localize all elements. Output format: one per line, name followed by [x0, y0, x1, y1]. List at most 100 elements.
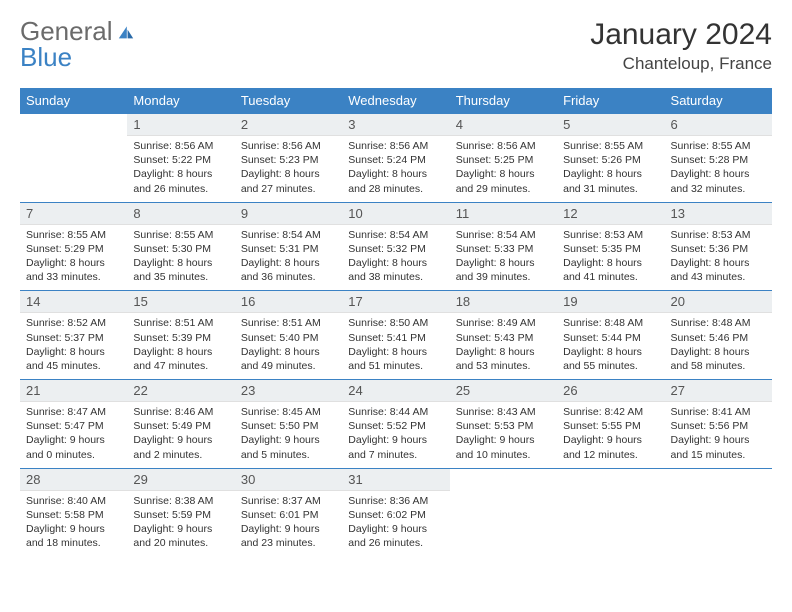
calendar-day-cell: 9Sunrise: 8:54 AMSunset: 5:31 PMDaylight… — [235, 202, 342, 291]
day-number: 22 — [127, 380, 234, 402]
day-number: 3 — [342, 114, 449, 136]
day-details: Sunrise: 8:37 AMSunset: 6:01 PMDaylight:… — [235, 491, 342, 557]
calendar-day-cell — [20, 114, 127, 203]
calendar-day-cell: 22Sunrise: 8:46 AMSunset: 5:49 PMDayligh… — [127, 380, 234, 469]
day-number: 15 — [127, 291, 234, 313]
day-details: Sunrise: 8:51 AMSunset: 5:40 PMDaylight:… — [235, 313, 342, 379]
title-block: January 2024 Chanteloup, France — [590, 18, 772, 74]
day-number: 5 — [557, 114, 664, 136]
day-number: 25 — [450, 380, 557, 402]
day-number: 31 — [342, 469, 449, 491]
weekday-header: Sunday — [20, 88, 127, 114]
day-number: 8 — [127, 203, 234, 225]
day-details: Sunrise: 8:54 AMSunset: 5:31 PMDaylight:… — [235, 225, 342, 291]
day-number: 14 — [20, 291, 127, 313]
day-details: Sunrise: 8:52 AMSunset: 5:37 PMDaylight:… — [20, 313, 127, 379]
calendar-day-cell: 7Sunrise: 8:55 AMSunset: 5:29 PMDaylight… — [20, 202, 127, 291]
day-details: Sunrise: 8:53 AMSunset: 5:35 PMDaylight:… — [557, 225, 664, 291]
day-details: Sunrise: 8:53 AMSunset: 5:36 PMDaylight:… — [665, 225, 772, 291]
calendar-day-cell: 13Sunrise: 8:53 AMSunset: 5:36 PMDayligh… — [665, 202, 772, 291]
day-details: Sunrise: 8:41 AMSunset: 5:56 PMDaylight:… — [665, 402, 772, 468]
logo-text-blue: Blue — [20, 42, 72, 72]
day-number: 24 — [342, 380, 449, 402]
day-number: 20 — [665, 291, 772, 313]
day-details: Sunrise: 8:45 AMSunset: 5:50 PMDaylight:… — [235, 402, 342, 468]
day-details: Sunrise: 8:55 AMSunset: 5:30 PMDaylight:… — [127, 225, 234, 291]
calendar-day-cell: 25Sunrise: 8:43 AMSunset: 5:53 PMDayligh… — [450, 380, 557, 469]
day-number: 6 — [665, 114, 772, 136]
calendar-day-cell: 1Sunrise: 8:56 AMSunset: 5:22 PMDaylight… — [127, 114, 234, 203]
day-number: 18 — [450, 291, 557, 313]
weekday-header: Wednesday — [342, 88, 449, 114]
calendar-day-cell: 28Sunrise: 8:40 AMSunset: 5:58 PMDayligh… — [20, 468, 127, 556]
day-details: Sunrise: 8:48 AMSunset: 5:44 PMDaylight:… — [557, 313, 664, 379]
weekday-header-row: SundayMondayTuesdayWednesdayThursdayFrid… — [20, 88, 772, 114]
calendar-day-cell: 5Sunrise: 8:55 AMSunset: 5:26 PMDaylight… — [557, 114, 664, 203]
calendar-day-cell: 10Sunrise: 8:54 AMSunset: 5:32 PMDayligh… — [342, 202, 449, 291]
day-details: Sunrise: 8:46 AMSunset: 5:49 PMDaylight:… — [127, 402, 234, 468]
day-details: Sunrise: 8:43 AMSunset: 5:53 PMDaylight:… — [450, 402, 557, 468]
day-details: Sunrise: 8:55 AMSunset: 5:29 PMDaylight:… — [20, 225, 127, 291]
weekday-header: Saturday — [665, 88, 772, 114]
day-details: Sunrise: 8:51 AMSunset: 5:39 PMDaylight:… — [127, 313, 234, 379]
calendar-day-cell: 30Sunrise: 8:37 AMSunset: 6:01 PMDayligh… — [235, 468, 342, 556]
day-number: 23 — [235, 380, 342, 402]
header: GeneralBlue January 2024 Chanteloup, Fra… — [20, 18, 772, 74]
day-details: Sunrise: 8:56 AMSunset: 5:22 PMDaylight:… — [127, 136, 234, 202]
day-details: Sunrise: 8:47 AMSunset: 5:47 PMDaylight:… — [20, 402, 127, 468]
day-details: Sunrise: 8:49 AMSunset: 5:43 PMDaylight:… — [450, 313, 557, 379]
weekday-header: Monday — [127, 88, 234, 114]
weekday-header: Friday — [557, 88, 664, 114]
location: Chanteloup, France — [590, 54, 772, 74]
logo-sail-icon — [116, 18, 136, 44]
calendar-day-cell — [557, 468, 664, 556]
day-details: Sunrise: 8:54 AMSunset: 5:32 PMDaylight:… — [342, 225, 449, 291]
day-number: 10 — [342, 203, 449, 225]
calendar-day-cell: 27Sunrise: 8:41 AMSunset: 5:56 PMDayligh… — [665, 380, 772, 469]
day-details: Sunrise: 8:42 AMSunset: 5:55 PMDaylight:… — [557, 402, 664, 468]
day-number: 13 — [665, 203, 772, 225]
month-title: January 2024 — [590, 18, 772, 52]
day-number: 17 — [342, 291, 449, 313]
day-number: 11 — [450, 203, 557, 225]
calendar-day-cell: 6Sunrise: 8:55 AMSunset: 5:28 PMDaylight… — [665, 114, 772, 203]
calendar-day-cell: 17Sunrise: 8:50 AMSunset: 5:41 PMDayligh… — [342, 291, 449, 380]
day-number: 7 — [20, 203, 127, 225]
day-number: 29 — [127, 469, 234, 491]
calendar-week-row: 28Sunrise: 8:40 AMSunset: 5:58 PMDayligh… — [20, 468, 772, 556]
calendar-day-cell — [665, 468, 772, 556]
calendar-day-cell: 4Sunrise: 8:56 AMSunset: 5:25 PMDaylight… — [450, 114, 557, 203]
day-number: 2 — [235, 114, 342, 136]
day-details: Sunrise: 8:56 AMSunset: 5:24 PMDaylight:… — [342, 136, 449, 202]
day-details: Sunrise: 8:38 AMSunset: 5:59 PMDaylight:… — [127, 491, 234, 557]
day-details: Sunrise: 8:56 AMSunset: 5:25 PMDaylight:… — [450, 136, 557, 202]
calendar-day-cell: 16Sunrise: 8:51 AMSunset: 5:40 PMDayligh… — [235, 291, 342, 380]
calendar-day-cell: 15Sunrise: 8:51 AMSunset: 5:39 PMDayligh… — [127, 291, 234, 380]
calendar-day-cell: 31Sunrise: 8:36 AMSunset: 6:02 PMDayligh… — [342, 468, 449, 556]
calendar-table: SundayMondayTuesdayWednesdayThursdayFrid… — [20, 88, 772, 556]
calendar-week-row: 7Sunrise: 8:55 AMSunset: 5:29 PMDaylight… — [20, 202, 772, 291]
calendar-week-row: 14Sunrise: 8:52 AMSunset: 5:37 PMDayligh… — [20, 291, 772, 380]
weekday-header: Thursday — [450, 88, 557, 114]
day-number: 1 — [127, 114, 234, 136]
day-details: Sunrise: 8:48 AMSunset: 5:46 PMDaylight:… — [665, 313, 772, 379]
day-number: 27 — [665, 380, 772, 402]
day-details: Sunrise: 8:55 AMSunset: 5:26 PMDaylight:… — [557, 136, 664, 202]
logo: GeneralBlue — [20, 18, 136, 70]
calendar-day-cell: 18Sunrise: 8:49 AMSunset: 5:43 PMDayligh… — [450, 291, 557, 380]
calendar-day-cell — [450, 468, 557, 556]
day-details: Sunrise: 8:44 AMSunset: 5:52 PMDaylight:… — [342, 402, 449, 468]
calendar-day-cell: 2Sunrise: 8:56 AMSunset: 5:23 PMDaylight… — [235, 114, 342, 203]
day-number: 4 — [450, 114, 557, 136]
day-details: Sunrise: 8:36 AMSunset: 6:02 PMDaylight:… — [342, 491, 449, 557]
day-number: 28 — [20, 469, 127, 491]
calendar-day-cell: 26Sunrise: 8:42 AMSunset: 5:55 PMDayligh… — [557, 380, 664, 469]
day-number: 21 — [20, 380, 127, 402]
calendar-day-cell: 14Sunrise: 8:52 AMSunset: 5:37 PMDayligh… — [20, 291, 127, 380]
calendar-week-row: 1Sunrise: 8:56 AMSunset: 5:22 PMDaylight… — [20, 114, 772, 203]
calendar-day-cell: 3Sunrise: 8:56 AMSunset: 5:24 PMDaylight… — [342, 114, 449, 203]
day-number: 30 — [235, 469, 342, 491]
calendar-day-cell: 12Sunrise: 8:53 AMSunset: 5:35 PMDayligh… — [557, 202, 664, 291]
day-number: 12 — [557, 203, 664, 225]
calendar-day-cell: 23Sunrise: 8:45 AMSunset: 5:50 PMDayligh… — [235, 380, 342, 469]
